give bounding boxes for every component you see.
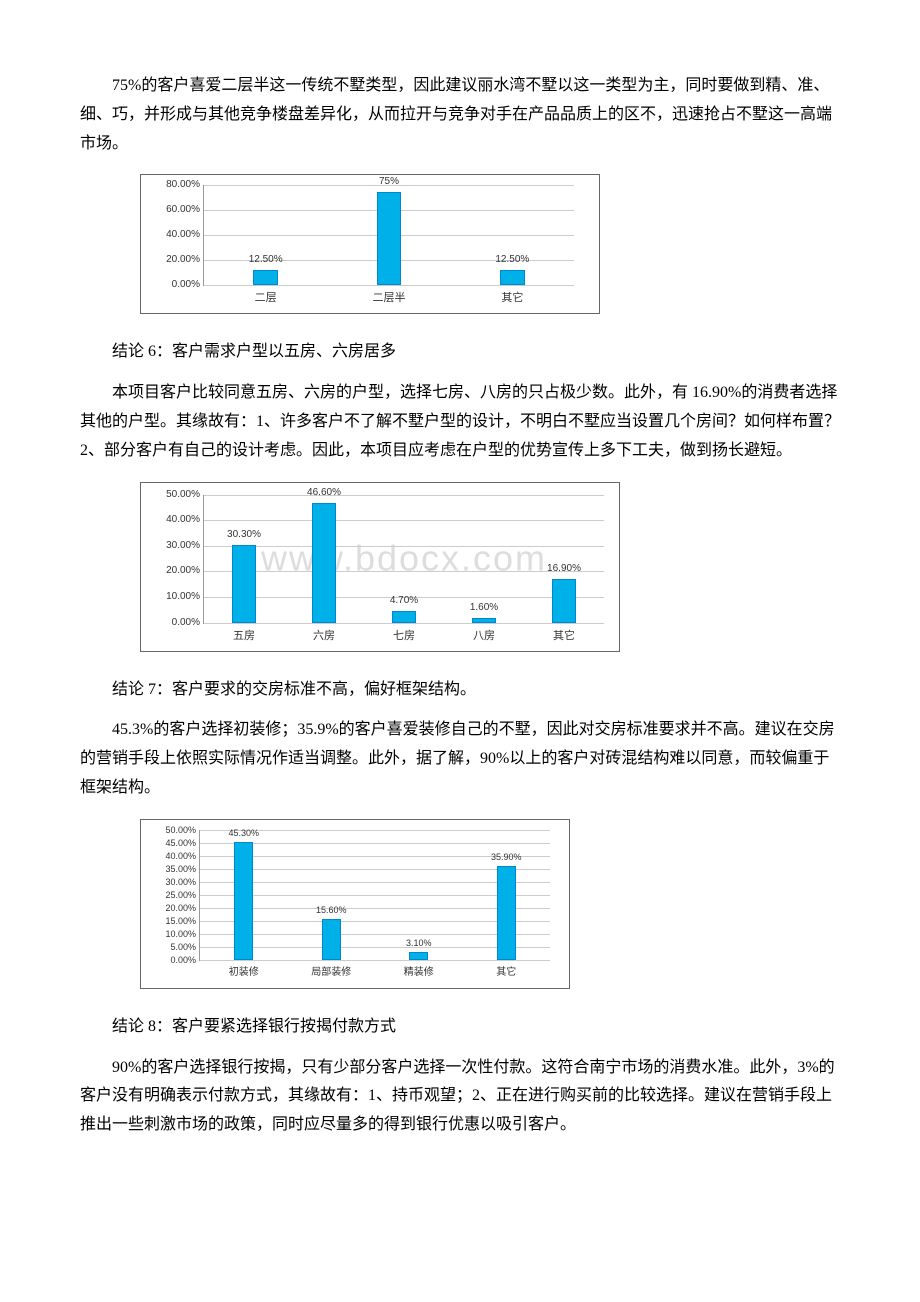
x-tick-label: 六房 xyxy=(313,623,335,647)
chart1-plot: 0.00%20.00%40.00%60.00%80.00%12.50%二层75%… xyxy=(203,185,574,286)
gridline xyxy=(204,520,604,521)
bar: 30.30% xyxy=(232,545,256,623)
x-tick-label: 其它 xyxy=(501,285,523,309)
chart-1-wrap: 0.00%20.00%40.00%60.00%80.00%12.50%二层75%… xyxy=(140,174,840,314)
y-tick-label: 40.00% xyxy=(166,226,204,244)
bar-value-label: 4.70% xyxy=(390,592,418,612)
paragraph-8: 90%的客户选择银行按揭，只有少部分客户选择一次性付款。这符合南宁市场的消费水准… xyxy=(80,1054,840,1140)
bar: 12.50% xyxy=(500,270,525,286)
bar: 16.90% xyxy=(552,579,576,622)
y-tick-label: 0.00% xyxy=(172,614,204,632)
bar: 35.90% xyxy=(497,866,516,959)
bar: 75% xyxy=(377,192,402,286)
chart3-plot: 0.00%5.00%10.00%15.00%20.00%25.00%30.00%… xyxy=(199,830,550,961)
bar-value-label: 12.50% xyxy=(495,251,529,271)
chart-3-wrap: 0.00%5.00%10.00%15.00%20.00%25.00%30.00%… xyxy=(140,819,840,989)
bar: 46.60% xyxy=(312,503,336,622)
y-tick-label: 30.00% xyxy=(166,537,204,555)
heading-7: 结论 7：客户要求的交房标准不高，偏好框架结构。 xyxy=(80,676,840,705)
y-tick-label: 20.00% xyxy=(166,251,204,269)
bar-value-label: 15.60% xyxy=(316,902,347,920)
heading-8: 结论 8：客户要紧选择银行按揭付款方式 xyxy=(80,1013,840,1042)
chart-room-types: www.bdocx.com 0.00% 10.00% 20.00% 30.00% 40.0… xyxy=(140,482,620,652)
bar: 15.60% xyxy=(322,919,341,960)
y-tick-label: 40.00% xyxy=(166,511,204,529)
bar-value-label: 75% xyxy=(379,173,399,193)
y-tick-label: 80.00% xyxy=(166,176,204,194)
paragraph-6: 本项目客户比较同意五房、六房的户型，选择七房、八房的只占极少数。此外，有 16.… xyxy=(80,379,840,465)
bar-value-label: 16.90% xyxy=(547,560,581,580)
chart-villa-floors: 0.00%20.00%40.00%60.00%80.00%12.50%二层75%… xyxy=(140,174,600,314)
watermark: www.bdocx.com xyxy=(261,526,547,591)
chart-decoration: 0.00%5.00%10.00%15.00%20.00%25.00%30.00%… xyxy=(140,819,570,989)
bar: 3.10% xyxy=(409,952,428,960)
bar-value-label: 45.30% xyxy=(228,825,259,843)
chart2-plot: www.bdocx.com0.00%10.00%20.00%30.00%40.0… xyxy=(203,495,604,624)
x-tick-label: 其它 xyxy=(496,960,516,982)
paragraph-7: 45.3%的客户选择初装修；35.9%的客户喜爱装修自己的不墅，因此对交房标准要… xyxy=(80,716,840,802)
bar-value-label: 35.90% xyxy=(491,849,522,867)
y-tick-label: 60.00% xyxy=(166,201,204,219)
bar-value-label: 30.30% xyxy=(227,526,261,546)
x-tick-label: 二层 xyxy=(255,285,277,309)
chart-2-wrap: www.bdocx.com 0.00% 10.00% 20.00% 30.00% 40.0… xyxy=(140,482,840,652)
bar-value-label: 46.60% xyxy=(307,484,341,504)
x-tick-label: 局部装修 xyxy=(311,960,351,982)
heading-6: 结论 6：客户需求户型以五房、六房居多 xyxy=(80,338,840,367)
bar-value-label: 12.50% xyxy=(249,251,283,271)
bar: 12.50% xyxy=(253,270,278,286)
x-tick-label: 八房 xyxy=(473,623,495,647)
x-tick-label: 五房 xyxy=(233,623,255,647)
bar: 4.70% xyxy=(392,611,416,623)
y-tick-label: 50.00% xyxy=(165,822,200,838)
bar-value-label: 1.60% xyxy=(470,599,498,619)
gridline xyxy=(204,495,604,496)
x-tick-label: 二层半 xyxy=(373,285,406,309)
bar: 45.30% xyxy=(234,842,253,960)
x-tick-label: 初装修 xyxy=(229,960,259,982)
paragraph-intro: 75%的客户喜爱二层半这一传统不墅类型，因此建议丽水湾不墅以这一类型为主，同时要… xyxy=(80,72,840,158)
y-tick-label: 0.00% xyxy=(172,276,204,294)
y-tick-label: 50.00% xyxy=(166,486,204,504)
y-tick-label: 20.00% xyxy=(166,562,204,580)
x-tick-label: 其它 xyxy=(553,623,575,647)
x-tick-label: 精装修 xyxy=(404,960,434,982)
x-tick-label: 七房 xyxy=(393,623,415,647)
y-tick-label: 10.00% xyxy=(166,588,204,606)
bar-value-label: 3.10% xyxy=(406,935,432,953)
gridline xyxy=(204,571,604,572)
gridline xyxy=(204,546,604,547)
